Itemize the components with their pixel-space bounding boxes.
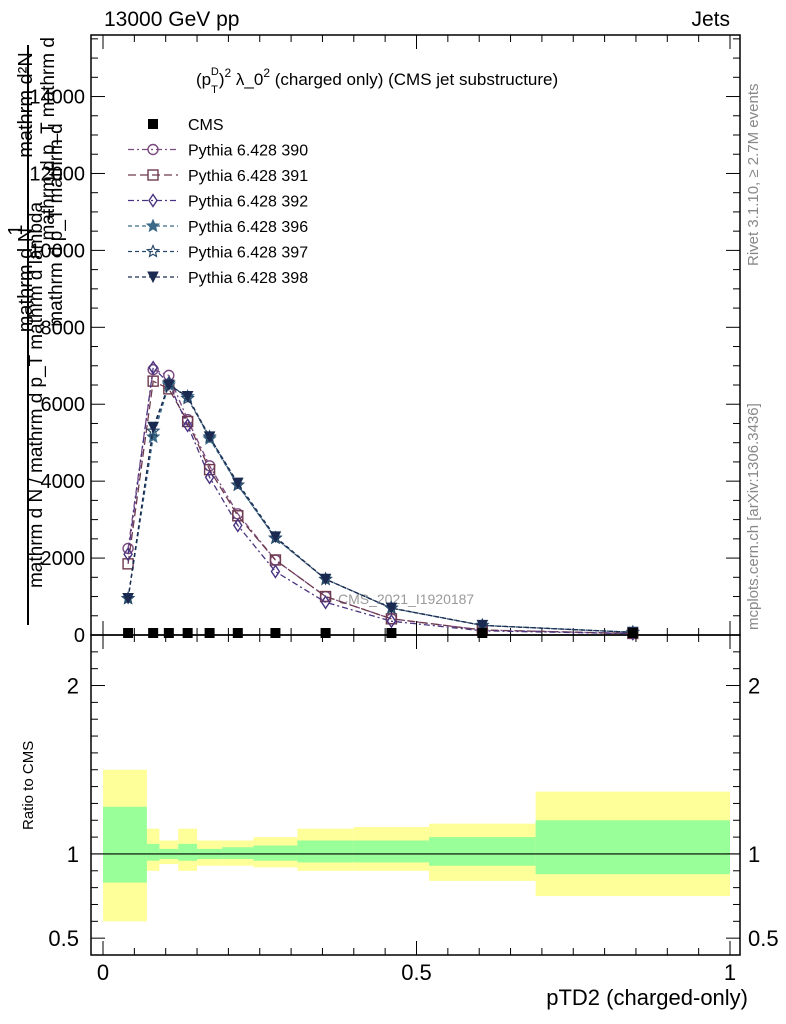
uncertainty-band-inner [535, 820, 730, 875]
ylabel-numerator: mathrm d²N [15, 52, 37, 158]
data-point [231, 477, 244, 490]
ratio-frame [90, 634, 741, 956]
uncertainty-band-inner [103, 806, 147, 883]
data-point [386, 613, 397, 629]
data-point [163, 379, 175, 392]
main-panel: 0 2000 4000 6000 8000 10000 12000 14000 (pTD)2 λ… [29, 34, 741, 647]
cms-point [270, 628, 281, 638]
main-y-tick-label: 6000 [41, 394, 86, 416]
legend-marker [147, 271, 159, 284]
legend-marker [148, 193, 158, 208]
main-y-tick-label: 4000 [41, 471, 86, 493]
legend-label: Pythia 6.428 390 [188, 143, 308, 160]
ratio-x-tick-label: 0 [97, 960, 109, 985]
main-y-tick-label: 12000 [29, 163, 85, 185]
ylabel-fraction-top: mathrm d N [15, 228, 37, 332]
main-y-tick-label: 10000 [29, 240, 85, 262]
main-y-tick-label: 2000 [41, 548, 86, 570]
main-y-tick-label: 8000 [41, 317, 86, 339]
data-point [269, 531, 282, 544]
cms-point [627, 628, 638, 638]
data-point [319, 573, 332, 586]
series-line [127, 384, 633, 633]
data-point [385, 602, 398, 615]
plot-header-right: Jets [691, 8, 730, 31]
plot-header-left: 13000 GeV pp [104, 8, 240, 31]
legend-label: Pythia 6.428 396 [188, 219, 308, 236]
ratio-x-tick-label: 1 [724, 960, 736, 985]
ylabel-mid: mathrm d p_T mathrm d [46, 123, 67, 326]
legend-label: CMS [188, 117, 224, 134]
cms-point [232, 628, 243, 638]
cms-point [320, 628, 331, 638]
data-point [232, 510, 244, 522]
uncertainty-band-inner [178, 843, 198, 861]
data-point [476, 619, 489, 632]
data-point [123, 546, 133, 562]
data-point [203, 431, 216, 444]
legend-marker [147, 143, 159, 156]
legend-label: Pythia 6.428 398 [188, 270, 308, 287]
data-point [204, 470, 215, 485]
data-point [203, 463, 216, 476]
main-y-axis-label: 1 mathrm d N mathrm d N / mathrm d p_T m… [5, 35, 67, 625]
data-point [146, 423, 161, 438]
cms-point [386, 628, 397, 638]
legend-marker [145, 218, 161, 233]
data-point [182, 418, 193, 433]
cms-point [163, 628, 174, 638]
ylabel-one: 1 [5, 224, 27, 235]
legend-marker [145, 243, 161, 258]
data-point [181, 391, 194, 403]
uncertainty-band-inner [222, 847, 254, 859]
series-line [127, 366, 633, 635]
data-point [270, 564, 281, 579]
cms-point [123, 628, 134, 638]
analysis-watermark: CMS_2021_I1920187 [338, 591, 474, 607]
data-point [320, 595, 331, 610]
data-point [147, 375, 159, 387]
series-5 [122, 379, 639, 639]
legend-label: Pythia 6.428 391 [188, 168, 308, 185]
data-point [146, 429, 161, 444]
x-axis-label: pTD2 (charged-only) [546, 985, 748, 1010]
ratio-y-tick-label-right: 0.5 [748, 926, 779, 951]
legend: CMS Pythia 6.428 390 Pythia 6.428 391 Pythi… [128, 117, 308, 287]
main-y-tick-label: 14000 [29, 87, 85, 109]
data-point [147, 421, 159, 434]
legend-marker-cms [148, 119, 158, 129]
ratio-y-tick-label: 1 [67, 842, 79, 867]
legend-marker [147, 169, 159, 181]
ylabel-denominator: mathrm d p_T mathrm d lambda [38, 35, 59, 241]
cms-point [182, 628, 193, 638]
cms-point [204, 628, 215, 638]
data-point [232, 518, 243, 533]
uncertainty-band-inner [429, 837, 536, 866]
data-point [148, 360, 159, 375]
uncertainty-band-inner [253, 845, 298, 861]
legend-label: Pythia 6.428 397 [188, 245, 308, 262]
ylabel-fraction-line2: mathrm d N / mathrm d p_T mathrm d lambd… [26, 202, 47, 589]
uncertainty-band-inner [297, 840, 354, 863]
ratio-y-tick-label: 2 [67, 674, 79, 699]
uncertainty-band-inner [146, 843, 160, 861]
uncertainty-band-inner [353, 840, 430, 863]
ratio-y-tick-label-right: 1 [748, 842, 760, 867]
plot-title: (pTD)2 λ_02 (charged only) (CMS jet subs… [196, 66, 558, 96]
data-point [122, 592, 134, 605]
ratio-y-tick-label: 0.5 [48, 926, 79, 951]
ratio-x-tick-label: 0.5 [401, 960, 432, 985]
ratio-y-tick-label-right: 2 [748, 674, 760, 699]
cms-point [477, 628, 488, 638]
main-y-tick-label: 0 [74, 625, 85, 647]
cms-point [148, 628, 159, 638]
legend-label: Pythia 6.428 392 [188, 194, 308, 211]
cms-data [123, 628, 638, 638]
ratio-panel: 0.5 0.5 1 1 2 2 0 0.5 1 [48, 634, 779, 985]
